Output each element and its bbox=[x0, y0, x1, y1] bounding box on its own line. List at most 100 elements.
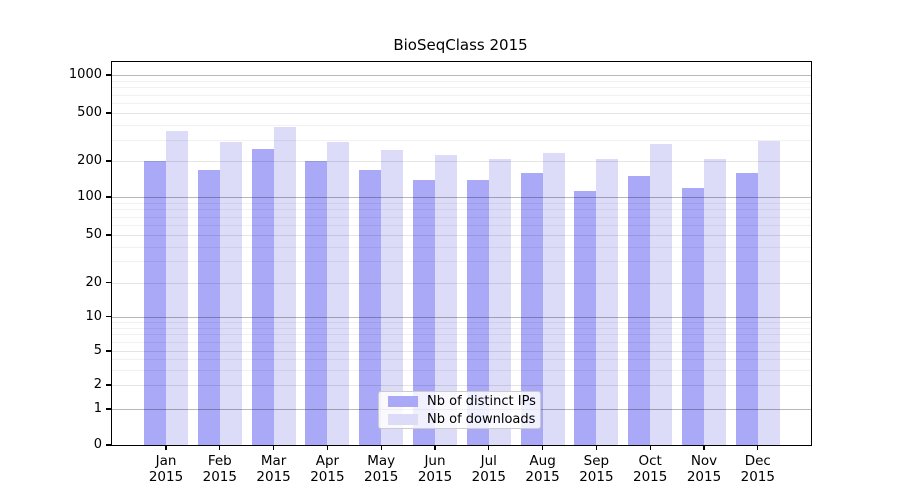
x-tick-label-apr: Apr 2015 bbox=[310, 453, 344, 485]
y-tick-label: 1000 bbox=[68, 67, 102, 83]
legend-swatch bbox=[388, 413, 418, 425]
x-tick-mark bbox=[434, 445, 436, 450]
bar-distinct-ips-mar bbox=[251, 148, 274, 445]
bar-distinct-ips-aug bbox=[520, 172, 543, 445]
y-tick-label: 5 bbox=[93, 343, 102, 359]
bar-downloads-sep bbox=[596, 159, 619, 445]
bar-downloads-mar bbox=[273, 126, 296, 445]
legend-entry: Nb of downloads bbox=[388, 412, 540, 427]
x-tick-label-line: Oct bbox=[638, 453, 662, 469]
x-tick-label-line: Mar bbox=[260, 453, 287, 469]
x-tick-label-line: Feb bbox=[207, 453, 232, 469]
x-tick-label-line: Jun bbox=[424, 453, 446, 469]
minor-gridline-y-300 bbox=[112, 139, 811, 141]
y-tick-label: 1 bbox=[93, 401, 102, 417]
x-tick-label-line: 2015 bbox=[579, 469, 614, 485]
y-tick-mark bbox=[106, 234, 112, 236]
bar-distinct-ips-dec bbox=[735, 172, 758, 445]
y-tick-mark bbox=[106, 74, 112, 76]
x-tick-mark bbox=[219, 445, 221, 450]
bar-downloads-oct bbox=[650, 143, 673, 445]
y-tick-mark bbox=[106, 350, 112, 352]
x-tick-label-line: 2015 bbox=[633, 469, 668, 485]
x-tick-label-dec: Dec 2015 bbox=[741, 453, 775, 485]
y-tick-label: 20 bbox=[85, 274, 102, 290]
y-tick-mark bbox=[106, 160, 112, 162]
y-tick-label: 0 bbox=[93, 437, 102, 453]
legend-label: Nb of downloads bbox=[427, 411, 536, 427]
y-tick-mark bbox=[106, 444, 112, 446]
x-tick-label-jun: Jun 2015 bbox=[418, 453, 452, 485]
minor-gridline-y-800 bbox=[112, 87, 811, 89]
x-tick-label-line: 2015 bbox=[686, 469, 722, 485]
x-tick-mark bbox=[595, 445, 597, 450]
legend-swatch bbox=[388, 395, 418, 407]
x-tick-label-line: 2015 bbox=[471, 469, 506, 485]
y-tick-label: 100 bbox=[77, 189, 102, 205]
x-tick-label-oct: Oct 2015 bbox=[633, 453, 667, 485]
bar-distinct-ips-jun bbox=[413, 179, 435, 445]
x-tick-label-may: May 2015 bbox=[364, 453, 398, 485]
bar-downloads-jun bbox=[435, 154, 457, 445]
x-tick-label-line: 2015 bbox=[310, 469, 345, 485]
x-tick-label-line: Jan bbox=[155, 453, 177, 469]
x-tick-label-line: 2015 bbox=[740, 469, 775, 485]
gridline-y-500 bbox=[112, 113, 811, 114]
x-tick-label-mar: Mar 2015 bbox=[256, 453, 290, 485]
x-tick-label-aug: Aug 2015 bbox=[525, 453, 559, 485]
y-tick-mark bbox=[106, 408, 112, 410]
x-tick-label-line: May bbox=[367, 453, 396, 469]
x-tick-label-jul: Jul 2015 bbox=[472, 453, 506, 485]
x-tick-label-feb: Feb 2015 bbox=[203, 453, 237, 485]
bar-downloads-jul bbox=[488, 159, 511, 445]
minor-gridline-y-700 bbox=[112, 94, 811, 96]
plot-area: 0 1 2 5 10 20 50 100 200 500 1000 Jan 2015 Feb 2015 Mar… bbox=[69, 61, 812, 485]
minor-gridline-y-900 bbox=[112, 80, 811, 82]
y-tick-label: 500 bbox=[77, 105, 102, 121]
y-tick-mark bbox=[106, 281, 112, 284]
x-tick-label-line: Apr bbox=[315, 453, 340, 469]
bar-downloads-may bbox=[381, 150, 404, 445]
x-tick-label-nov: Nov 2015 bbox=[687, 453, 721, 485]
minor-gridline-y-400 bbox=[112, 124, 811, 126]
x-tick-mark bbox=[165, 445, 167, 450]
bar-downloads-dec bbox=[757, 141, 780, 445]
x-tick-mark bbox=[703, 445, 705, 450]
x-tick-mark bbox=[326, 445, 328, 450]
bar-distinct-ips-may bbox=[359, 170, 382, 445]
bar-distinct-ips-feb bbox=[197, 170, 220, 445]
x-tick-label-line: 2015 bbox=[256, 469, 291, 485]
bar-downloads-aug bbox=[542, 153, 565, 445]
x-tick-mark bbox=[542, 445, 544, 450]
bar-distinct-ips-jan bbox=[144, 161, 166, 445]
bar-distinct-ips-sep bbox=[574, 191, 597, 445]
x-tick-label-line: 2015 bbox=[202, 469, 237, 485]
bar-downloads-jan bbox=[166, 130, 188, 445]
chart-title: BioSeqClass 2015 bbox=[393, 36, 528, 54]
bar-distinct-ips-oct bbox=[628, 175, 651, 445]
legend-label: Nb of distinct IPs bbox=[427, 393, 536, 409]
y-tick-label: 10 bbox=[85, 308, 102, 324]
x-tick-label-line: 2015 bbox=[364, 469, 399, 485]
y-tick-mark bbox=[106, 112, 112, 114]
y-tick-label: 50 bbox=[85, 227, 102, 243]
bar-distinct-ips-jul bbox=[466, 179, 489, 445]
minor-gridline-y-600 bbox=[112, 103, 811, 104]
bar-distinct-ips-nov bbox=[682, 188, 704, 445]
x-tick-label-line: 2015 bbox=[525, 469, 560, 485]
y-tick-label: 200 bbox=[77, 153, 102, 169]
x-tick-mark bbox=[488, 445, 490, 450]
x-tick-label-line: 2015 bbox=[148, 469, 184, 485]
x-tick-label-sep: Sep 2015 bbox=[579, 453, 613, 485]
bar-distinct-ips-apr bbox=[305, 161, 328, 445]
x-tick-mark bbox=[380, 445, 382, 450]
x-tick-mark bbox=[649, 445, 651, 450]
x-tick-label-line: Nov bbox=[690, 453, 718, 469]
x-tick-label-line: Sep bbox=[583, 453, 610, 469]
y-tick-mark bbox=[106, 196, 112, 198]
gridline-y-1000 bbox=[112, 75, 811, 76]
x-tick-mark bbox=[757, 445, 759, 450]
y-tick-mark bbox=[106, 315, 112, 318]
x-tick-mark bbox=[273, 445, 275, 450]
